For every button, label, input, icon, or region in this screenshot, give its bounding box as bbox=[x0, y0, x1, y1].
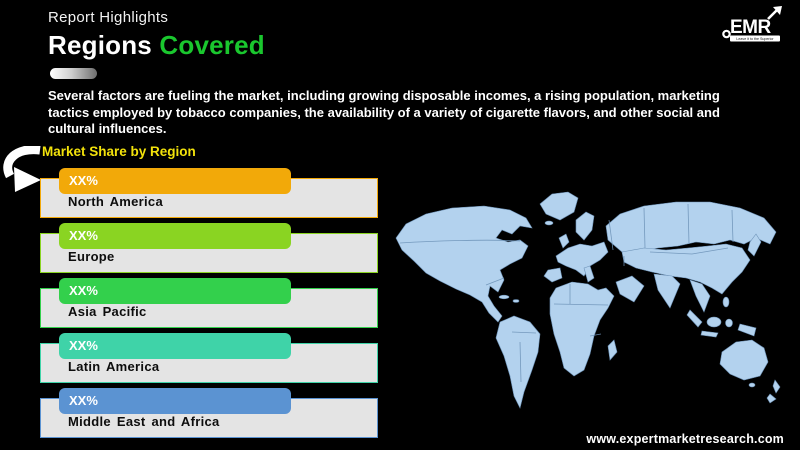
region-row-middle-east-africa: XX% Middle East and Africa bbox=[40, 388, 378, 438]
region-share-bar: XX% bbox=[59, 223, 291, 249]
region-row-asia-pacific: XX% Asia Pacific bbox=[40, 278, 378, 328]
intro-paragraph: Several factors are fueling the market, … bbox=[48, 88, 760, 138]
page-title-green: Covered bbox=[159, 30, 265, 60]
logo-tagline: Leave it to the Superior bbox=[736, 37, 774, 41]
region-share-bar: XX% bbox=[59, 278, 291, 304]
region-label: Asia Pacific bbox=[68, 304, 147, 319]
region-label: Europe bbox=[68, 249, 115, 264]
website-url: www.expertmarketresearch.com bbox=[586, 432, 784, 446]
logo-circle-icon bbox=[722, 29, 731, 39]
region-row-north-america: XX% North America bbox=[40, 168, 378, 218]
report-eyebrow: Report Highlights bbox=[48, 9, 169, 26]
map-landmasses bbox=[395, 191, 781, 409]
curved-arrow-icon bbox=[3, 146, 41, 192]
title-underline-pill bbox=[50, 68, 97, 79]
page-title-white: Regions bbox=[48, 30, 152, 60]
region-share-list: XX% North America XX% Europe XX% Asia Pa… bbox=[40, 168, 378, 443]
region-label: North America bbox=[68, 194, 163, 209]
intro-line: cultural influences. bbox=[48, 121, 167, 136]
emr-logo: EMR Leave it to the Superior bbox=[722, 6, 782, 42]
region-label: Middle East and Africa bbox=[68, 414, 220, 429]
world-map-svg bbox=[395, 191, 781, 409]
logo-text: EMR bbox=[730, 17, 772, 38]
intro-line: Several factors are fueling the market, … bbox=[48, 88, 720, 103]
region-row-latin-america: XX% Latin America bbox=[40, 333, 378, 383]
logo-tagline-bar bbox=[730, 35, 780, 42]
chart-heading: Market Share by Region bbox=[42, 144, 196, 159]
region-share-bar: XX% bbox=[59, 388, 291, 414]
region-share-bar: XX% bbox=[59, 333, 291, 359]
logo-arrow-icon bbox=[767, 6, 782, 20]
map-country-borders bbox=[399, 203, 734, 383]
region-share-bar: XX% bbox=[59, 168, 291, 194]
intro-line: tactics employed by tobacco companies, t… bbox=[48, 104, 720, 120]
world-map bbox=[392, 182, 792, 422]
region-row-europe: XX% Europe bbox=[40, 223, 378, 273]
region-label: Latin America bbox=[68, 359, 160, 374]
page-title: Regions Covered bbox=[48, 30, 265, 61]
